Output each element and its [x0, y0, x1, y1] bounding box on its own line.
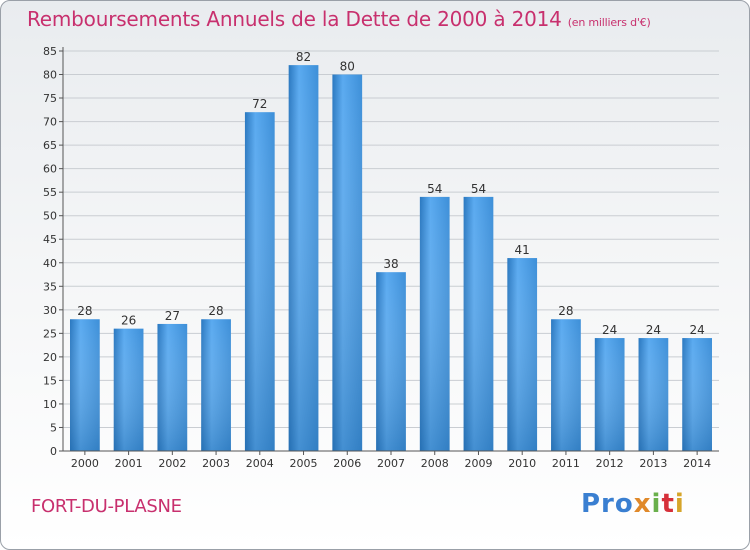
x-tick-label: 2009	[464, 457, 492, 470]
y-tick-label: 30	[43, 304, 57, 317]
bar-value-label: 72	[252, 97, 267, 111]
x-tick-label: 2001	[115, 457, 143, 470]
x-tick-label: 2008	[421, 457, 449, 470]
bar-shade	[463, 196, 494, 451]
y-tick-label: 55	[43, 186, 57, 199]
x-tick-label: 2007	[377, 457, 405, 470]
bar-value-label: 24	[602, 323, 617, 337]
logo-part: Pro	[581, 489, 634, 519]
bar-value-label: 24	[646, 323, 661, 337]
x-tick-label: 2000	[71, 457, 99, 470]
x-tick-label: 2013	[639, 457, 667, 470]
bar-shade	[551, 319, 581, 451]
bar-shade	[638, 338, 669, 451]
y-tick-label: 10	[43, 398, 57, 411]
bar-shade	[332, 74, 363, 451]
bar-shade	[201, 319, 231, 451]
bar-value-label: 41	[515, 243, 530, 257]
bar-value-label: 28	[558, 304, 573, 318]
y-tick-label: 0	[50, 445, 57, 458]
y-tick-label: 40	[43, 257, 57, 270]
place-name: FORT-DU-PLASNE	[31, 496, 182, 517]
bar-value-label: 80	[340, 60, 355, 74]
logo-part: t	[661, 489, 675, 519]
bar-value-label: 24	[689, 323, 704, 337]
bar-value-label: 28	[77, 304, 92, 318]
y-tick-label: 20	[43, 351, 57, 364]
y-tick-label: 70	[43, 116, 57, 129]
x-tick-label: 2011	[552, 457, 580, 470]
x-tick-label: 2003	[202, 457, 230, 470]
bar-shade	[507, 258, 538, 451]
bar-shade	[376, 272, 406, 451]
chart-subtitle: (en milliers d'€)	[567, 16, 651, 29]
bar-value-label: 38	[383, 257, 398, 271]
y-tick-label: 45	[43, 233, 57, 246]
y-tick-label: 85	[43, 45, 57, 58]
x-tick-label: 2006	[333, 457, 361, 470]
bar-value-label: 27	[165, 309, 180, 323]
proxiti-logo: Proxiti	[581, 489, 685, 519]
x-tick-label: 2002	[158, 457, 186, 470]
y-tick-label: 15	[43, 374, 57, 387]
y-tick-label: 60	[43, 163, 57, 176]
x-tick-label: 2014	[683, 457, 711, 470]
bar-shade	[69, 319, 100, 451]
y-tick-label: 35	[43, 280, 57, 293]
bar-shade	[244, 112, 275, 452]
bar-value-label: 54	[427, 182, 442, 196]
bar-shade	[157, 323, 188, 451]
bar-shade	[682, 338, 713, 451]
bar-shade	[113, 328, 144, 451]
y-tick-label: 80	[43, 69, 57, 82]
bar-shade	[288, 65, 319, 451]
bar-value-label: 28	[208, 304, 223, 318]
y-tick-label: 50	[43, 210, 57, 223]
y-tick-label: 5	[50, 421, 57, 434]
chart-title-text: Remboursements Annuels de la Dette de 20…	[27, 7, 562, 31]
x-tick-label: 2012	[596, 457, 624, 470]
bar-value-label: 82	[296, 50, 311, 64]
logo-part: i	[674, 489, 685, 519]
bar-shade	[419, 196, 450, 451]
y-tick-label: 25	[43, 327, 57, 340]
y-tick-label: 75	[43, 92, 57, 105]
chart-title: Remboursements Annuels de la Dette de 20…	[27, 7, 651, 31]
y-tick-label: 65	[43, 139, 57, 152]
x-tick-label: 2004	[246, 457, 274, 470]
bar-value-label: 26	[121, 314, 136, 328]
bar-value-label: 54	[471, 182, 486, 196]
x-tick-label: 2010	[508, 457, 536, 470]
bar-shade	[594, 338, 625, 451]
logo-part: i	[651, 489, 662, 519]
x-tick-label: 2005	[290, 457, 318, 470]
logo-part: x	[633, 489, 652, 519]
